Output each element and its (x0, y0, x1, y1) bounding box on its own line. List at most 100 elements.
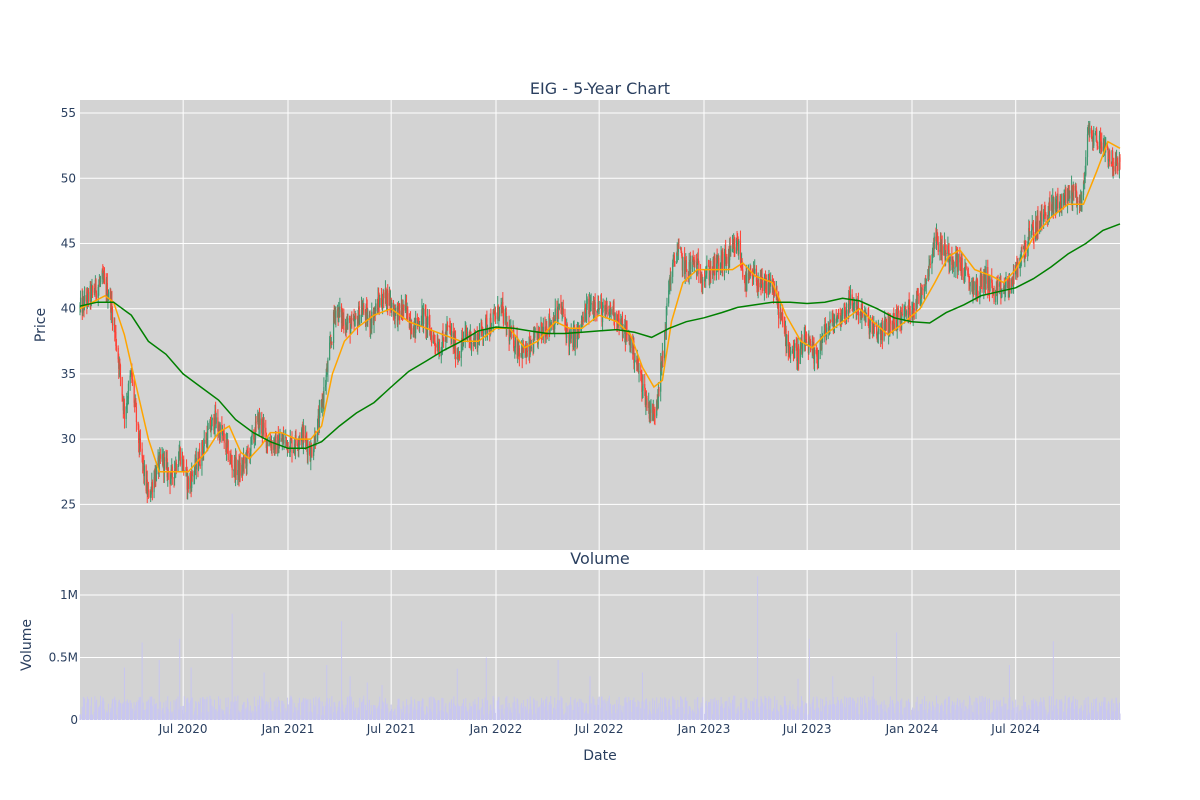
candle (997, 274, 999, 294)
candle-body (1058, 202, 1061, 208)
candle (118, 356, 120, 378)
volume-bar (210, 698, 212, 720)
candle-body (464, 330, 466, 338)
volume-bar (163, 713, 165, 720)
volume-bar (786, 705, 788, 720)
candle (813, 347, 816, 372)
candle (331, 341, 333, 346)
volume-bar (318, 697, 320, 720)
candle-body (331, 341, 333, 343)
candle-body (378, 296, 380, 303)
candle (102, 264, 104, 273)
volume-bar (126, 699, 128, 720)
volume-bar (876, 714, 878, 720)
candle-body (450, 331, 453, 337)
volume-bar (681, 699, 683, 720)
volume-bar (457, 710, 459, 720)
candle-body (1032, 223, 1034, 227)
volume-bar (757, 576, 759, 720)
volume-bar (342, 711, 344, 720)
candle-body (836, 319, 838, 324)
volume-bar (384, 698, 386, 720)
candle-body (861, 303, 864, 317)
candle-body (381, 303, 384, 309)
candle (948, 242, 950, 275)
volume-bar (474, 699, 476, 720)
volume-bar (395, 715, 397, 720)
volume-bar (376, 708, 378, 720)
candle-body (1011, 278, 1013, 294)
volume-bar (378, 702, 380, 720)
candle-body (749, 270, 751, 279)
volume-bar (255, 711, 257, 720)
candle-body (943, 246, 945, 256)
volume-bar (608, 695, 610, 720)
candle-body (374, 310, 376, 315)
volume-bar (194, 707, 196, 720)
volume-bar (473, 708, 475, 720)
candle-body (976, 278, 978, 281)
candle-body (87, 291, 90, 302)
volume-bar (872, 699, 874, 720)
volume-bar (864, 709, 866, 720)
volume-bar (661, 714, 663, 720)
candle-body (701, 281, 703, 283)
candle (520, 352, 522, 358)
volume-bar (290, 695, 292, 720)
volume-bar (159, 701, 161, 720)
volume-bar (782, 715, 784, 720)
volume-bar (779, 705, 781, 720)
candle (1100, 127, 1102, 155)
volume-bar (545, 699, 547, 720)
candle-body (133, 380, 135, 403)
volume-bar (179, 638, 181, 720)
candle-body (719, 263, 722, 270)
candle (339, 297, 341, 318)
volume-bar (498, 696, 500, 720)
volume-bar (286, 712, 288, 720)
volume-bar (538, 707, 540, 720)
volume-bar (730, 702, 732, 720)
candle-body (537, 331, 539, 345)
volume-bar (99, 705, 101, 720)
volume-bar (285, 710, 287, 720)
candle (309, 441, 311, 456)
volume-bar (501, 708, 503, 720)
candle-body (307, 444, 309, 455)
price-plot-area (80, 100, 1120, 550)
volume-bar (803, 713, 805, 720)
volume-bar (893, 707, 895, 720)
volume-bar (716, 709, 718, 720)
candle-body (1102, 146, 1105, 152)
candle-body (1093, 133, 1095, 146)
candle-body (441, 332, 444, 347)
candle-body (1096, 141, 1098, 147)
candle-body (584, 308, 586, 322)
volume-bar (642, 701, 644, 720)
candle (706, 255, 708, 279)
candle (937, 236, 939, 256)
candle-body (618, 318, 620, 325)
volume-bar (844, 707, 846, 720)
candle-body (709, 276, 711, 281)
volume-bar (234, 696, 236, 720)
candle-body (702, 279, 704, 286)
volume-bar (118, 699, 120, 720)
volume-bar (465, 698, 467, 720)
candle (953, 259, 955, 273)
volume-bar (512, 702, 514, 720)
volume-bar (634, 702, 636, 720)
candle (1093, 126, 1095, 149)
volume-bar (650, 713, 652, 720)
volume-bar (111, 703, 113, 720)
volume-bar (325, 701, 327, 720)
volume-bar (702, 697, 704, 720)
volume-bar (701, 708, 703, 720)
volume-bar (330, 706, 332, 720)
volume-bar (856, 707, 858, 720)
volume-bar (822, 699, 824, 720)
volume-bar (729, 708, 731, 720)
candle (993, 285, 995, 305)
volume-bar (845, 697, 847, 720)
volume-bar (307, 698, 309, 720)
